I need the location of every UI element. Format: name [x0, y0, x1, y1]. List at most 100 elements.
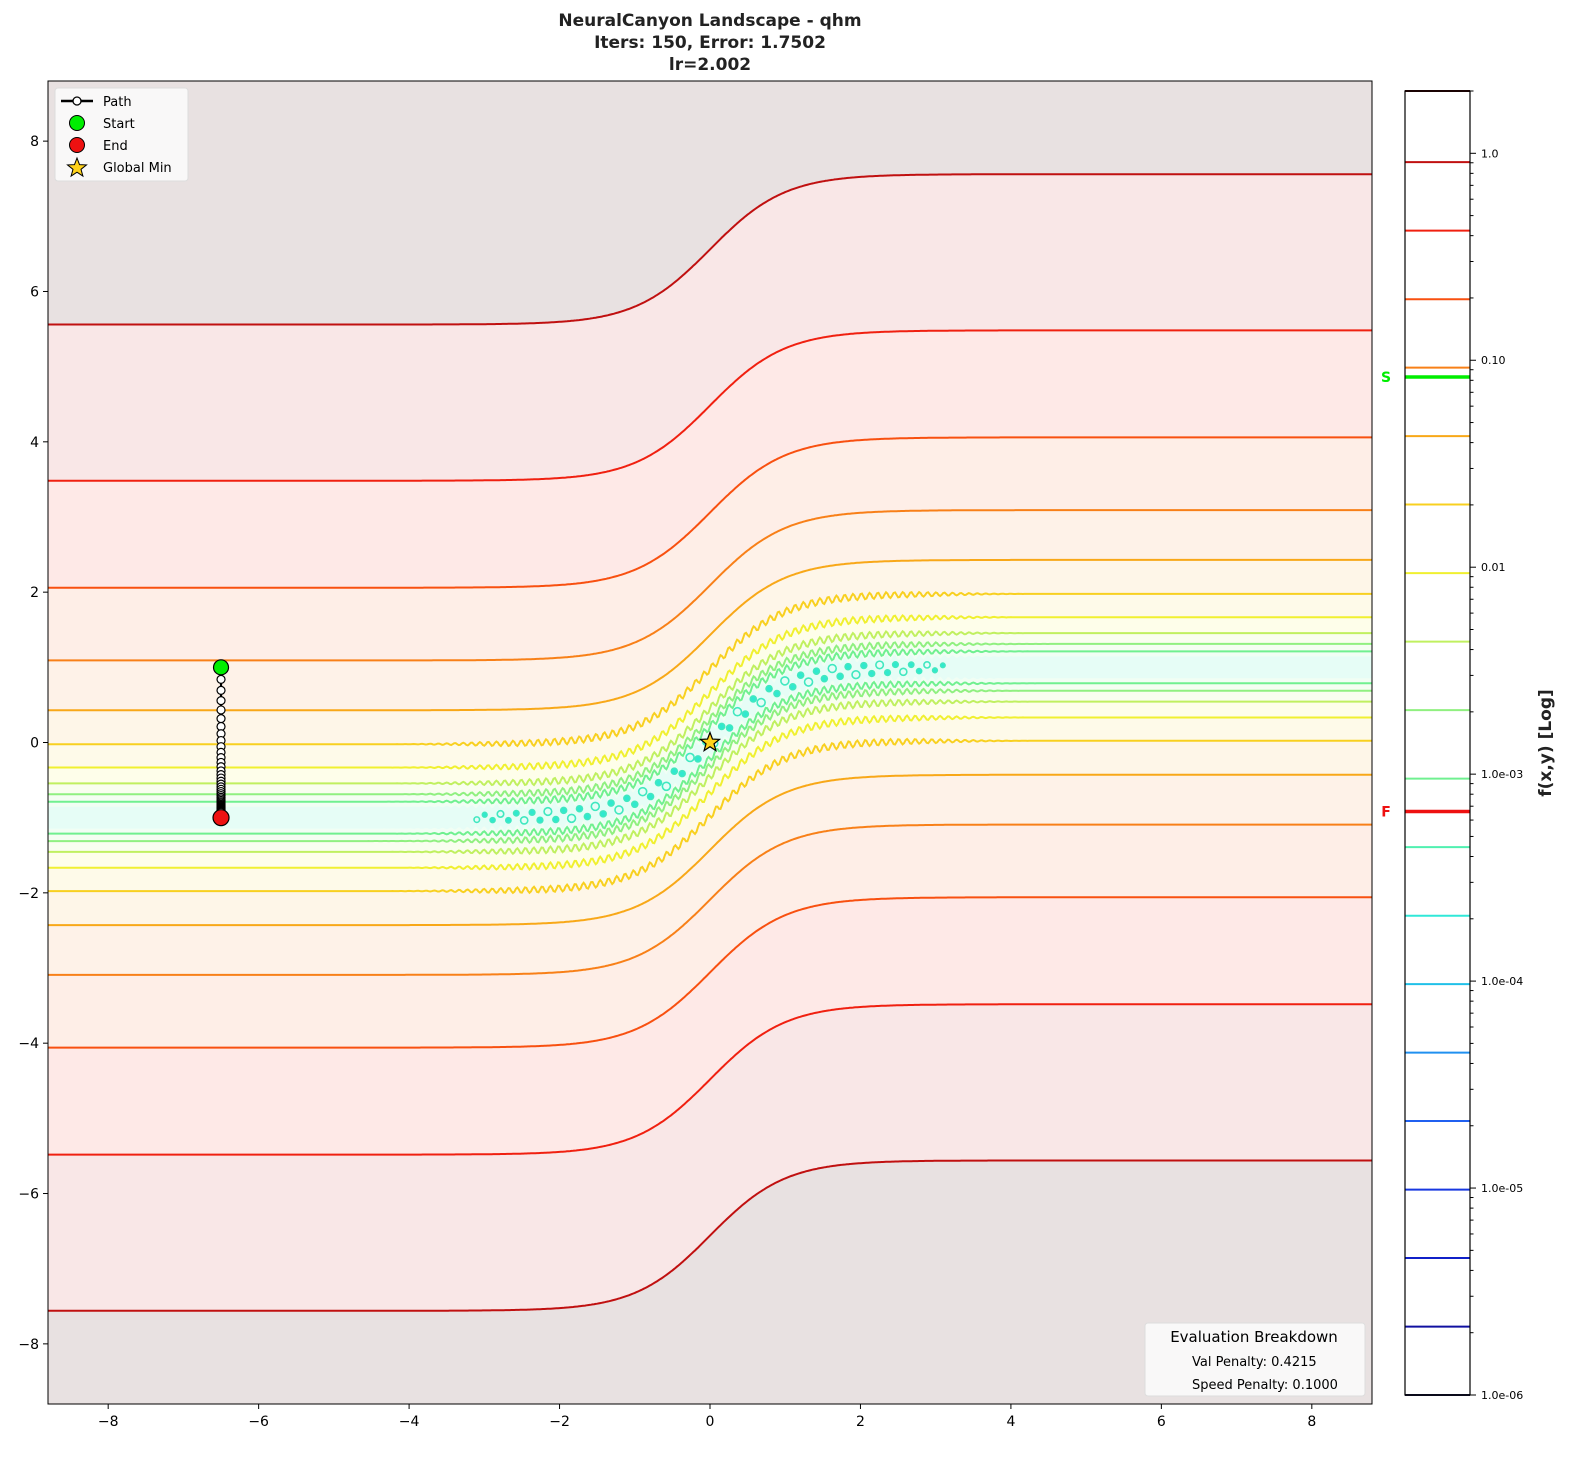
contour-line — [48, 773, 1372, 927]
minimum-contour-island — [678, 769, 686, 778]
minimum-contour-island — [773, 689, 781, 698]
y-axis: −8 −6 −4 −2 0 2 4 6 8 — [18, 134, 48, 1353]
minimum-contour-island — [473, 816, 481, 824]
x-tick-label: 4 — [1006, 1414, 1015, 1430]
minimum-contour-island — [552, 815, 560, 824]
x-tick-label: −8 — [98, 1414, 119, 1430]
path-point — [216, 713, 226, 724]
global-min-star — [698, 730, 722, 752]
minimum-contour-island — [559, 806, 568, 815]
minimum-contour-island — [860, 661, 868, 670]
minimum-contour-island — [590, 801, 601, 812]
contour-lines — [48, 173, 1372, 1312]
legend: Path Start End Global Min — [54, 87, 189, 182]
contour-line — [48, 329, 1372, 482]
minimum-contour-island — [623, 794, 631, 803]
y-tick-label: −4 — [18, 1036, 39, 1052]
minimum-contour-island — [637, 786, 648, 797]
y-tick-label: 0 — [30, 736, 39, 752]
chart-title-line-1: NeuralCanyon Landscape - qhm — [558, 11, 861, 31]
contour-line — [48, 648, 1372, 805]
minimum-contour-island — [504, 816, 512, 824]
minimum-contour-island — [891, 661, 899, 669]
colorbar: S F 1.0 0.10 0.01 1.0e-03 1.0e-04 1.0e-05 1.0e-… — [1381, 90, 1556, 1402]
colorbar-tick-label: 1.0e-04 — [1481, 975, 1523, 988]
legend-star-icon — [66, 156, 88, 178]
start-marker — [212, 659, 230, 676]
minimum-contour-island — [875, 660, 885, 670]
minimum-contour-island — [599, 810, 607, 818]
val-penalty: Val Penalty: 0.4215 — [1192, 1355, 1317, 1370]
legend-end-icon — [69, 137, 85, 153]
contour-line — [48, 698, 1372, 856]
minimum-contour-island — [543, 806, 553, 817]
minimum-contour-island — [536, 816, 544, 824]
x-tick-label: −6 — [248, 1414, 269, 1430]
y-tick-label: 8 — [30, 134, 39, 150]
evaluation-title: Evaluation Breakdown — [1170, 1328, 1338, 1346]
colorbar-tick-label: 1.0 — [1481, 147, 1499, 160]
minimum-contour-island — [780, 676, 790, 686]
chart-title-line-3: lr=2.002 — [669, 55, 751, 75]
minimum-contour-island — [575, 804, 584, 813]
minimum-contour-island — [607, 799, 615, 807]
legend-box — [54, 87, 189, 182]
minimum-contour-island — [481, 811, 488, 818]
minimum-contour-island — [788, 683, 797, 691]
colorbar-body — [1405, 91, 1470, 1395]
y-tick-label: 2 — [30, 585, 39, 601]
contour-line — [48, 1159, 1372, 1312]
contour-line — [48, 590, 1372, 748]
contour-line — [48, 173, 1372, 326]
minimum-contour-island — [630, 800, 639, 809]
minimum-contour-island — [496, 809, 505, 818]
minimum-contour-island — [931, 667, 939, 674]
minimum-contour-island — [732, 706, 743, 717]
minimum-contour-island — [756, 697, 766, 708]
minimum-contour-island — [749, 695, 758, 703]
contour-line — [48, 640, 1372, 798]
end-marker — [212, 809, 230, 827]
contour-line — [48, 1003, 1372, 1156]
contour-line — [48, 823, 1372, 976]
legend-path-marker-icon — [72, 96, 82, 106]
x-tick-label: 2 — [856, 1414, 865, 1430]
minimum-contour-island — [661, 781, 672, 792]
minimum-contour-island — [803, 677, 814, 687]
colorbar-tick-label: 1.0e-05 — [1481, 1182, 1523, 1195]
x-tick-label: 8 — [1307, 1414, 1316, 1430]
minimum-contour-island — [670, 767, 679, 776]
optimizer-path — [212, 659, 722, 827]
minimum-contour-island — [765, 684, 773, 693]
minimum-contour-island — [939, 662, 946, 669]
speed-penalty: Speed Penalty: 0.1000 — [1192, 1378, 1338, 1393]
minimum-contour-island — [827, 663, 838, 674]
colorbar-tick-label: 1.0e-03 — [1481, 768, 1523, 781]
minimum-contour-island — [907, 661, 915, 669]
y-tick-label: −8 — [18, 1337, 39, 1353]
y-tick-label: 6 — [30, 284, 39, 300]
minimum-contour-island — [528, 808, 536, 817]
colorbar-frame — [1404, 90, 1471, 1396]
minimum-contour-island — [796, 671, 805, 680]
legend-label-path: Path — [103, 95, 132, 110]
legend-label-global-min: Global Min — [103, 161, 172, 176]
minimum-contour-island — [583, 812, 592, 821]
contour-line — [48, 558, 1372, 712]
path-point — [216, 685, 226, 696]
plot-area — [48, 81, 1372, 1404]
minimum-contour-island — [851, 670, 861, 680]
x-tick-label: 6 — [1157, 1414, 1166, 1430]
colorbar-label: f(x,y) [Log] — [1536, 689, 1556, 797]
x-tick-label: −4 — [399, 1414, 420, 1430]
colorbar-tick-label: 1.0e-06 — [1481, 1389, 1523, 1402]
y-tick-label: −6 — [18, 1187, 39, 1203]
minimum-contour-island — [836, 672, 844, 681]
canyon-minima-contours — [473, 660, 946, 825]
evaluation-breakdown: Evaluation Breakdown Val Penalty: 0.4215… — [1144, 1322, 1366, 1397]
minimum-contour-island — [566, 813, 577, 824]
minimum-contour-island — [915, 667, 923, 675]
minimum-contour-island — [694, 755, 702, 763]
minimum-contour-island — [868, 669, 876, 678]
